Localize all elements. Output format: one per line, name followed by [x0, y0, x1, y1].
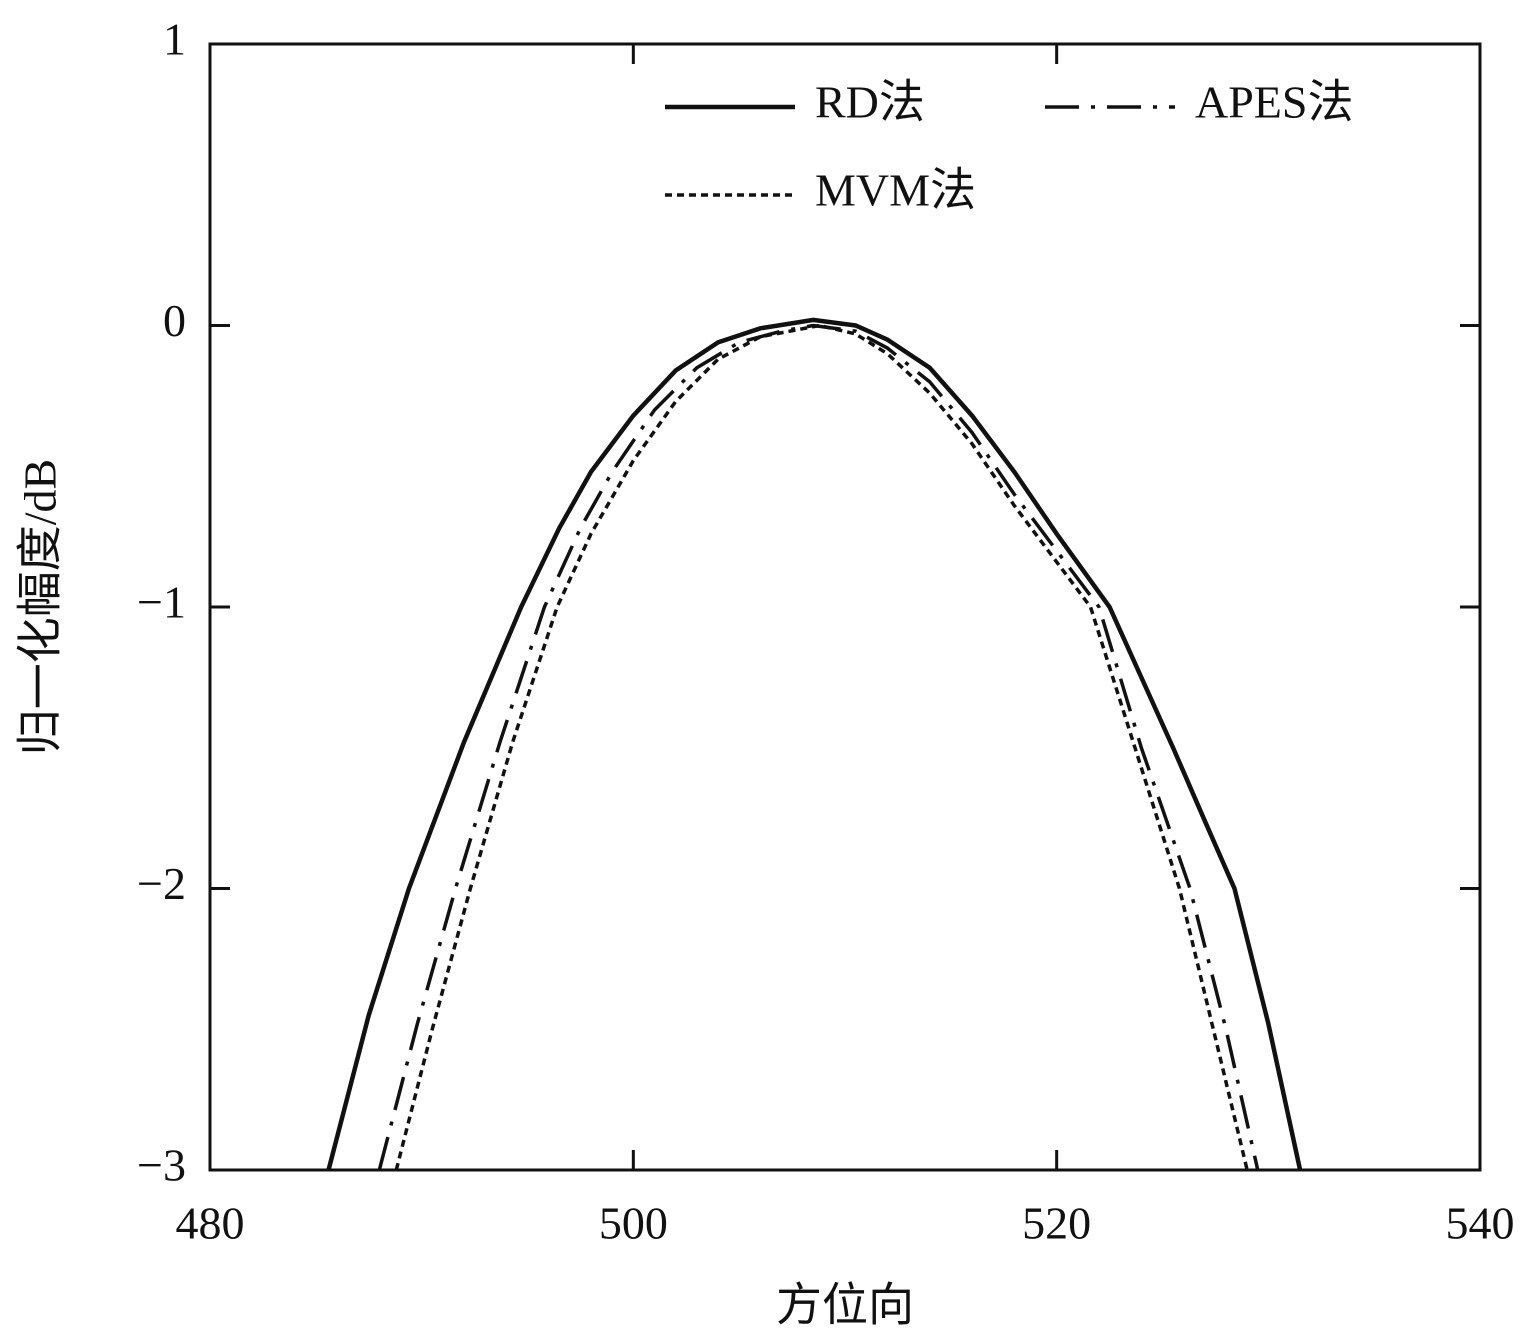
y-tick-label: −2: [137, 858, 186, 909]
line-series: [326, 317, 1303, 1170]
y-axis-label: 归一化幅度/dB: [15, 459, 66, 755]
x-tick-label: 500: [599, 1198, 668, 1249]
x-tick-label: 540: [1446, 1198, 1515, 1249]
y-tick-label: 0: [163, 295, 186, 346]
x-tick-label: 480: [176, 1198, 245, 1249]
y-tick-label: 1: [163, 14, 186, 65]
legend-label: RD法: [815, 77, 925, 128]
legend-label: APES法: [1195, 77, 1353, 128]
legend-label: MVM法: [815, 165, 976, 216]
line-series: [394, 323, 1249, 1170]
y-tick-label: −3: [137, 1140, 186, 1191]
y-tick-label: −1: [137, 577, 186, 628]
x-tick-label: 520: [1022, 1198, 1091, 1249]
x-axis-label: 方位向: [776, 1280, 914, 1331]
plot-frame: [208, 42, 1482, 1172]
